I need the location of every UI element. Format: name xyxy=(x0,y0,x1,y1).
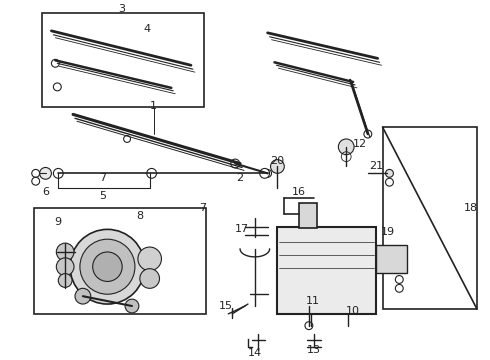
Text: 4: 4 xyxy=(143,24,150,34)
Text: 8: 8 xyxy=(136,211,144,221)
Bar xyxy=(383,127,477,309)
Bar xyxy=(277,228,376,314)
Bar xyxy=(34,208,206,314)
Text: 16: 16 xyxy=(292,187,306,197)
Text: 7: 7 xyxy=(199,203,206,213)
Circle shape xyxy=(56,243,74,261)
Circle shape xyxy=(56,258,74,275)
Text: 6: 6 xyxy=(42,187,49,197)
Circle shape xyxy=(138,247,162,271)
Text: 17: 17 xyxy=(235,224,249,234)
Circle shape xyxy=(270,159,284,174)
Circle shape xyxy=(53,168,63,178)
Circle shape xyxy=(147,168,157,178)
Text: 1: 1 xyxy=(150,100,157,111)
Circle shape xyxy=(93,252,122,282)
Text: 21: 21 xyxy=(368,162,383,171)
Circle shape xyxy=(386,170,393,177)
Circle shape xyxy=(75,288,91,304)
Bar xyxy=(376,245,407,273)
Circle shape xyxy=(80,239,135,294)
Text: 2: 2 xyxy=(237,173,244,183)
Text: 20: 20 xyxy=(270,156,285,166)
Text: 11: 11 xyxy=(306,296,320,306)
Text: 3: 3 xyxy=(119,4,125,14)
Circle shape xyxy=(40,167,51,179)
Text: 19: 19 xyxy=(380,227,394,237)
Bar xyxy=(42,13,204,107)
Circle shape xyxy=(70,229,145,304)
Text: 9: 9 xyxy=(55,217,62,228)
Text: 5: 5 xyxy=(99,191,106,201)
Text: 10: 10 xyxy=(346,306,360,316)
Text: 18: 18 xyxy=(464,203,478,213)
Circle shape xyxy=(58,274,72,287)
Circle shape xyxy=(260,168,270,178)
Bar xyxy=(299,203,317,228)
Text: 13: 13 xyxy=(307,345,321,355)
Text: 15: 15 xyxy=(219,301,232,311)
Circle shape xyxy=(125,299,139,313)
Text: 7: 7 xyxy=(99,173,106,183)
Text: 14: 14 xyxy=(248,348,262,358)
Circle shape xyxy=(140,269,160,288)
Circle shape xyxy=(339,139,354,155)
Text: 12: 12 xyxy=(353,139,367,149)
